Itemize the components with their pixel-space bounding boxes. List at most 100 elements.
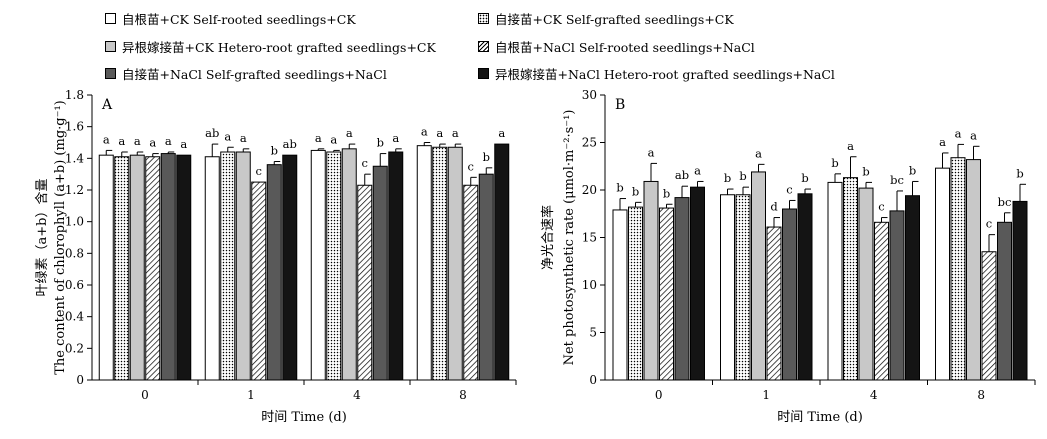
significance-letter: b xyxy=(377,136,384,150)
y-tick-label: 5 xyxy=(589,326,597,340)
significance-letter: a xyxy=(315,131,322,145)
bar xyxy=(612,209,628,381)
y-tick-label: 0.8 xyxy=(65,246,84,260)
legend-item-self-grafted-ck: 自接苗+CK Self-grafted seedlings+CK xyxy=(478,9,734,27)
legend-label: 异根嫁接苗+CK Hetero-root grafted seedlings+C… xyxy=(122,39,436,55)
x-tick-label: 1 xyxy=(247,388,255,402)
legend-label: 自根苗+CK Self-rooted seedlings+CK xyxy=(122,11,356,27)
significance-letter: c xyxy=(468,159,474,173)
significance-letter: a xyxy=(648,145,655,159)
significance-letter: a xyxy=(694,163,701,177)
y-tick-label: 0.6 xyxy=(65,278,84,292)
bar xyxy=(674,197,690,381)
significance-letter: a xyxy=(180,137,187,151)
significance-letter: b xyxy=(616,181,623,195)
significance-letter: bc xyxy=(890,173,904,187)
legend-swatch-black xyxy=(478,67,489,79)
bar xyxy=(981,251,997,381)
bar xyxy=(751,171,766,381)
bar xyxy=(310,149,326,381)
bar xyxy=(282,154,298,381)
bar xyxy=(827,181,843,381)
bar xyxy=(220,151,236,381)
significance-letter: ab xyxy=(283,137,297,151)
bar xyxy=(843,177,858,381)
panel-label: B xyxy=(615,97,625,113)
bar xyxy=(266,164,282,381)
y-tick-label: 1.6 xyxy=(65,120,84,134)
legend: 自根苗+CK Self-rooted seedlings+CK 自接苗+CK S… xyxy=(0,0,1047,90)
significance-letter: a xyxy=(498,126,505,140)
x-axis-title: 时间 Time (d) xyxy=(261,410,347,425)
bar xyxy=(478,173,494,381)
bar xyxy=(416,145,432,381)
bar xyxy=(659,207,674,381)
significance-letter: a xyxy=(436,126,443,140)
significance-letter: a xyxy=(970,128,977,142)
significance-letter: c xyxy=(256,164,262,178)
bar xyxy=(341,148,357,381)
y-tick-label: 1.8 xyxy=(65,88,84,102)
bar xyxy=(447,146,463,381)
y-tick-label: 0 xyxy=(589,373,597,387)
bar xyxy=(357,184,373,381)
significance-letter: a xyxy=(165,134,172,148)
legend-item-self-grafted-nacl: 自接苗+NaCl Self-grafted seedlings+NaCl xyxy=(105,64,387,82)
significance-letter: b xyxy=(632,184,639,198)
x-tick-label: 8 xyxy=(977,388,985,402)
y-axis-title-cn: 叶绿素（a+b）含量 xyxy=(34,179,50,297)
y-tick-label: 1.4 xyxy=(65,151,84,165)
significance-letter: c xyxy=(986,217,992,231)
bar xyxy=(735,194,751,381)
y-tick-label: 1.2 xyxy=(65,183,84,197)
bar xyxy=(966,159,981,381)
y-tick-label: 15 xyxy=(582,231,597,245)
y-axis-title-cn: 净光合速率 xyxy=(540,205,556,270)
y-axis-title-en: Net photosynthetic rate (μmol·m⁻²·s⁻¹) xyxy=(562,110,577,366)
significance-letter: c xyxy=(786,182,792,196)
significance-letter: ab xyxy=(675,168,689,182)
bar xyxy=(463,184,479,381)
bar xyxy=(160,153,176,381)
significance-letter: a xyxy=(240,131,247,145)
legend-item-self-rooted-nacl: 自根苗+NaCl Self-rooted seedlings+NaCl xyxy=(478,37,755,55)
legend-swatch-lightgray xyxy=(105,40,116,52)
significance-letter: a xyxy=(224,129,231,143)
significance-letter: a xyxy=(118,134,125,148)
significance-letter: b xyxy=(1016,166,1023,180)
bar xyxy=(782,208,797,381)
bar xyxy=(690,186,705,381)
legend-swatch-white xyxy=(105,12,116,24)
significance-letter: a xyxy=(103,132,110,146)
bar xyxy=(766,226,782,381)
bar xyxy=(935,167,950,381)
significance-letter: a xyxy=(330,132,337,146)
bar xyxy=(858,187,874,381)
y-axis-title-en: The content of chlorophyll (a+b) (mg·g⁻¹… xyxy=(53,100,68,375)
bar xyxy=(251,181,267,381)
y-tick-label: 0.2 xyxy=(65,341,84,355)
bar xyxy=(388,151,404,381)
legend-label: 自根苗+NaCl Self-rooted seedlings+NaCl xyxy=(495,39,755,55)
bar xyxy=(494,143,510,381)
significance-letter: b xyxy=(739,169,746,183)
significance-letter: b xyxy=(663,186,670,200)
bar xyxy=(432,146,448,381)
significance-letter: a xyxy=(392,131,399,145)
bar xyxy=(797,193,813,381)
significance-letter: a xyxy=(346,126,353,140)
bar xyxy=(950,157,966,381)
bar xyxy=(372,165,388,381)
y-tick-label: 25 xyxy=(582,136,597,150)
bar xyxy=(905,195,920,381)
x-tick-label: 4 xyxy=(353,388,361,402)
x-tick-label: 1 xyxy=(762,388,770,402)
bar xyxy=(889,210,905,381)
significance-letter: b xyxy=(862,164,869,178)
bar xyxy=(235,151,251,381)
significance-letter: a xyxy=(755,146,762,160)
significance-letter: b xyxy=(724,171,731,185)
